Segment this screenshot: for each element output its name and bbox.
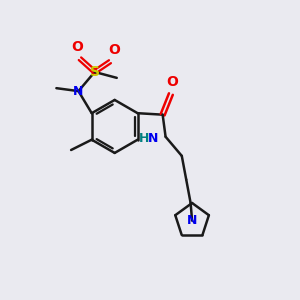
Text: O: O bbox=[167, 75, 178, 89]
Text: N: N bbox=[73, 85, 84, 98]
Text: N: N bbox=[187, 214, 197, 227]
Text: O: O bbox=[71, 40, 83, 54]
Text: H: H bbox=[139, 132, 149, 145]
Text: S: S bbox=[90, 65, 100, 79]
Text: O: O bbox=[109, 43, 120, 57]
Text: N: N bbox=[148, 132, 158, 145]
